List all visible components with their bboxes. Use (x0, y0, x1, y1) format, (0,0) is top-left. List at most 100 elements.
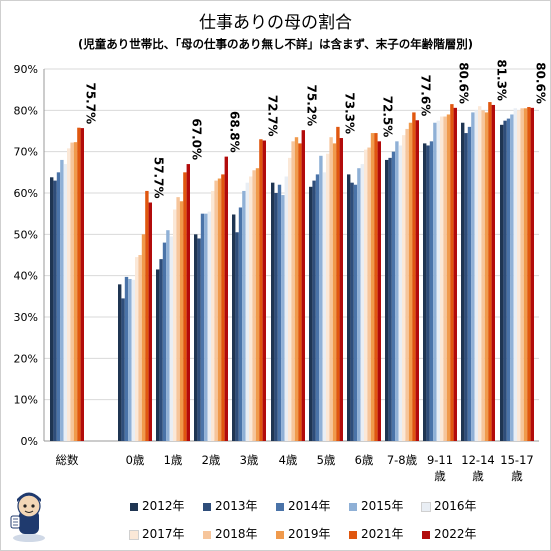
bar (169, 236, 173, 441)
bar (245, 182, 249, 442)
bar (506, 118, 511, 441)
bar (364, 149, 368, 441)
data-label: 81.3% (494, 59, 508, 101)
bar (336, 126, 340, 442)
legend-label: 2021年 (361, 527, 404, 541)
bar (242, 190, 246, 441)
bar (291, 141, 295, 441)
bar (135, 257, 139, 441)
bar (405, 128, 409, 441)
bar (298, 143, 302, 441)
bar (520, 108, 524, 442)
bar (474, 110, 478, 441)
bar (353, 184, 358, 442)
bar (415, 120, 419, 441)
bar (370, 133, 375, 441)
y-tick-label: 90% (14, 63, 38, 76)
bar (453, 107, 457, 441)
bar (367, 147, 371, 441)
bar (176, 197, 180, 441)
mascot-logo (10, 492, 45, 542)
bar (347, 174, 351, 441)
bar (467, 126, 472, 442)
bar (377, 141, 381, 441)
bar (329, 137, 333, 441)
bar (207, 211, 211, 441)
bar (443, 116, 447, 441)
x-tick-label: 9-11 (427, 453, 453, 467)
bar (63, 164, 67, 441)
x-tick-label: 総数 (56, 453, 79, 467)
x-tick-label: 15-17 (500, 453, 533, 467)
bar (281, 195, 285, 441)
bar (221, 174, 225, 441)
y-tick-label: 20% (14, 352, 38, 365)
legend-swatch (129, 529, 139, 540)
bar (374, 133, 378, 441)
bar (259, 139, 263, 441)
bar (312, 180, 316, 441)
bar (148, 202, 152, 441)
legend-swatch (349, 530, 357, 539)
bar (429, 141, 434, 441)
bar (332, 143, 337, 441)
bar (77, 127, 81, 441)
legend-label: 2018年 (215, 527, 258, 541)
bar (235, 232, 239, 441)
x-tick-label: 6歳 (355, 453, 374, 467)
bar (385, 159, 389, 441)
bar (255, 168, 260, 441)
y-tick-label: 30% (14, 311, 38, 324)
bar (166, 230, 170, 441)
legend-label: 2015年 (361, 499, 404, 513)
bar (513, 108, 517, 442)
bar (124, 276, 129, 441)
bar (194, 234, 198, 441)
data-label: 72.7% (265, 95, 279, 137)
data-label: 80.6% (456, 62, 470, 104)
bar (80, 128, 84, 442)
bar (488, 102, 492, 441)
bar (224, 156, 228, 441)
data-label: 73.3% (342, 92, 356, 134)
x-tick-label: 歳 (511, 469, 523, 483)
bar (436, 120, 440, 442)
legend-label: 2016年 (434, 499, 477, 513)
bar (357, 168, 361, 441)
chart-subtitle: (児童あり世帯比、「母の仕事のあり無し不詳」は含まず、末子の年齢階層別) (78, 37, 473, 51)
bar (70, 142, 74, 441)
bar (527, 107, 531, 441)
bar (238, 207, 243, 441)
bar (183, 172, 187, 441)
bar (402, 135, 406, 441)
y-tick-label: 60% (14, 187, 38, 200)
bar (145, 190, 149, 441)
legend-swatch (130, 502, 138, 511)
x-tick-label: 2歳 (202, 453, 221, 467)
bar (510, 114, 514, 441)
legend-label: 2017年 (142, 527, 185, 541)
data-label: 72.5% (380, 96, 394, 138)
bar (173, 209, 177, 441)
legend-swatch (276, 502, 284, 511)
bar (197, 238, 201, 441)
legend-swatch (276, 530, 284, 539)
x-tick-label: 12-14 (461, 453, 494, 467)
legend-label: 2012年 (142, 499, 185, 513)
bar (388, 157, 392, 441)
data-label: 68.8% (227, 111, 241, 153)
bar (131, 279, 135, 441)
x-tick-label: 1歳 (164, 453, 183, 467)
data-label: 67.0% (189, 118, 203, 160)
bar (484, 112, 489, 442)
bar (179, 201, 184, 441)
x-tick-label: 7-8歳 (387, 453, 418, 467)
bar (319, 155, 323, 442)
bar (503, 120, 507, 442)
bar (326, 153, 330, 442)
bar (156, 269, 160, 441)
legend-item: 2013年 (203, 497, 258, 514)
bar (50, 177, 54, 442)
legend-swatch (422, 530, 430, 539)
